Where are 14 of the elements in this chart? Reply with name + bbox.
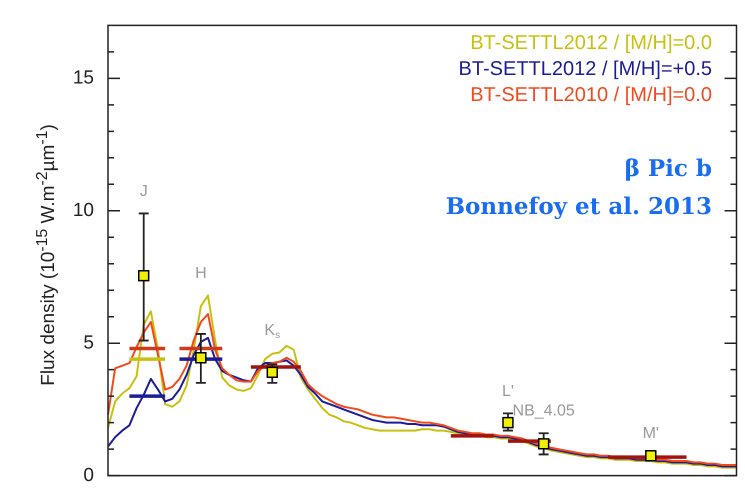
y-tick-label: 10 (72, 200, 94, 222)
annotation: H (195, 264, 207, 282)
annotation: NB_4.05 (512, 402, 575, 420)
y-tick-label: 5 (83, 332, 94, 354)
text: BT-SETTL2010 / [M/H]=0.0 (469, 83, 712, 108)
annotation: M' (642, 425, 659, 442)
annotation: J (140, 182, 148, 200)
text: BT-SETTL2012 / [M/H]=0.0 (469, 31, 712, 56)
annotation: β Pic b (624, 154, 712, 184)
y-tick-label: 15 (72, 68, 94, 89)
text: BT-SETTL2012 / [M/H]=+0.5 (458, 57, 712, 82)
annotation: Bonnefoy et al. 2013 (446, 192, 712, 222)
annotation: L' (502, 382, 514, 400)
y-tick-label: 0 (83, 464, 94, 486)
